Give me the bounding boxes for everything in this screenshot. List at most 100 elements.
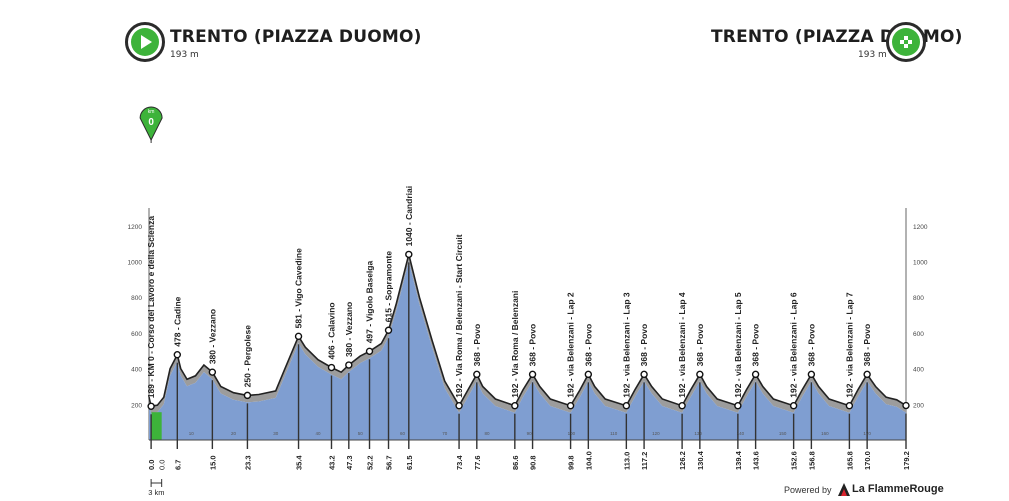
point-label: 192 - Via Roma / Belenzani <box>510 291 520 398</box>
km-label: 47.3 <box>345 455 354 470</box>
point-label: 192 - Via Roma / Belenzani - Start Circu… <box>454 234 464 397</box>
point-label: 368 - Povo <box>472 324 482 367</box>
x-minor-tick-label: 90 <box>527 431 533 436</box>
x-minor-tick-label: 70 <box>442 431 448 436</box>
point-label: 192 - via Belenzani - Lap 7 <box>844 292 854 398</box>
point-dot <box>173 350 182 359</box>
km-label: 73.4 <box>455 455 464 470</box>
point-dot <box>528 370 537 379</box>
x-minor-tick-label: 120 <box>652 431 660 436</box>
km0-pin-number: 0 <box>148 117 154 128</box>
x-minor-tick-label: 150 <box>779 431 787 436</box>
point-dot <box>345 361 353 369</box>
y-tick-label-right: 400 <box>913 367 924 374</box>
point-dot <box>863 370 871 379</box>
point-label: 497 - Vigolo Baselga <box>365 261 375 344</box>
point-label: 380 - Vezzano <box>207 309 217 364</box>
km-label: 126.2 <box>678 451 687 470</box>
profile-line <box>148 254 907 408</box>
point-dot <box>511 402 519 410</box>
km-label: 143.6 <box>752 451 761 470</box>
x-minor-tick-label: 40 <box>315 431 321 436</box>
point-label: 368 - Povo <box>583 324 593 367</box>
point-label: 1040 - Candriai <box>404 186 414 246</box>
neutral-distance-label: 3 km <box>148 488 164 497</box>
point-dot <box>807 370 816 379</box>
km-label: 113.0 <box>622 452 631 470</box>
km-label: 130.4 <box>696 450 705 470</box>
y-tick-label-left: 1200 <box>128 224 143 231</box>
y-tick-label-right: 1200 <box>913 224 928 231</box>
point-dot <box>789 402 798 410</box>
km-label: 6.7 <box>173 460 182 470</box>
play-flag-icon <box>131 28 159 56</box>
km-label: 165.8 <box>845 451 854 470</box>
km-label: 99.8 <box>567 455 576 470</box>
y-tick-label-right: 1000 <box>913 260 928 267</box>
km-label: 139.4 <box>734 450 743 470</box>
point-label: 189 - KM 0 - Corso del Lavoro e della Sc… <box>146 216 156 399</box>
point-dot <box>845 402 854 410</box>
point-label: 368 - Povo <box>528 324 538 367</box>
point-dot <box>294 332 303 341</box>
point-dot <box>455 402 463 410</box>
point-dot <box>902 401 910 410</box>
km-label: 77.6 <box>473 455 482 470</box>
point-label: 192 - via Belenzani - Lap 2 <box>566 292 576 398</box>
km-label: 52.2 <box>366 455 375 470</box>
km-label: 61.5 <box>405 455 414 470</box>
profile-fill <box>149 261 906 440</box>
y-tick-label-left: 600 <box>131 331 142 338</box>
km-label: 0.0 <box>147 460 156 470</box>
point-dot <box>473 370 481 379</box>
km-label: 117.2 <box>640 452 649 470</box>
y-tick-label-right: 600 <box>913 331 924 338</box>
km-label: 15.0 <box>208 455 217 470</box>
point-label: 380 - Vezzano <box>344 302 354 357</box>
point-dot <box>678 402 686 410</box>
start-title: TRENTO (PIAZZA DUOMO) <box>170 27 422 47</box>
x-minor-tick-label: 50 <box>358 431 364 436</box>
point-dot <box>751 370 760 379</box>
y-tick-label-left: 400 <box>131 367 142 374</box>
x-minor-tick-label: 160 <box>821 431 829 436</box>
point-label: 192 - via Belenzani - Lap 4 <box>677 292 687 398</box>
point-dot <box>243 391 252 400</box>
km-label: 170.0 <box>863 451 872 470</box>
x-minor-tick-label: 140 <box>737 431 745 436</box>
x-minor-tick-label: 20 <box>231 431 237 436</box>
finish-badge <box>886 22 926 62</box>
point-label: 192 - via Belenzani - Lap 5 <box>733 292 743 398</box>
point-label: 192 - via Belenzani - Lap 3 <box>621 292 631 398</box>
point-label: 192 - via Belenzani - Lap 6 <box>789 292 799 398</box>
point-dot <box>640 370 648 379</box>
point-dot <box>365 347 374 356</box>
point-dot <box>327 363 336 372</box>
point-label: 368 - Povo <box>806 324 816 367</box>
powered-by-text: Powered by <box>784 485 832 495</box>
checkered-flag-icon <box>892 28 920 56</box>
x-minor-tick-label: 30 <box>273 431 279 436</box>
km-label: 152.6 <box>790 451 799 470</box>
profile-ridge <box>149 254 906 414</box>
point-label: 615 - Sopramonte <box>384 251 394 323</box>
start-elevation: 193 m <box>170 50 199 60</box>
y-tick-label-left: 1000 <box>128 260 143 267</box>
km-label: 86.6 <box>511 455 520 470</box>
km-label: 104.0 <box>584 451 593 470</box>
finish-elevation: 193 m <box>858 50 887 60</box>
point-dot <box>384 326 393 334</box>
point-label: 368 - Povo <box>639 324 649 367</box>
point-label: 368 - Povo <box>695 324 705 367</box>
point-label: 250 - Pergolese <box>242 325 252 388</box>
point-dot <box>566 402 575 410</box>
point-label: 581 - Vigo Cavedine <box>294 248 304 328</box>
km-label: 43.2 <box>327 455 336 470</box>
x-minor-tick-label: 10 <box>189 431 195 436</box>
neutral-zone <box>151 412 162 440</box>
x-minor-tick-label: 80 <box>484 431 490 436</box>
km0-pin-icon <box>139 106 163 142</box>
point-dot <box>734 402 742 410</box>
flame-logo-icon <box>838 483 850 501</box>
